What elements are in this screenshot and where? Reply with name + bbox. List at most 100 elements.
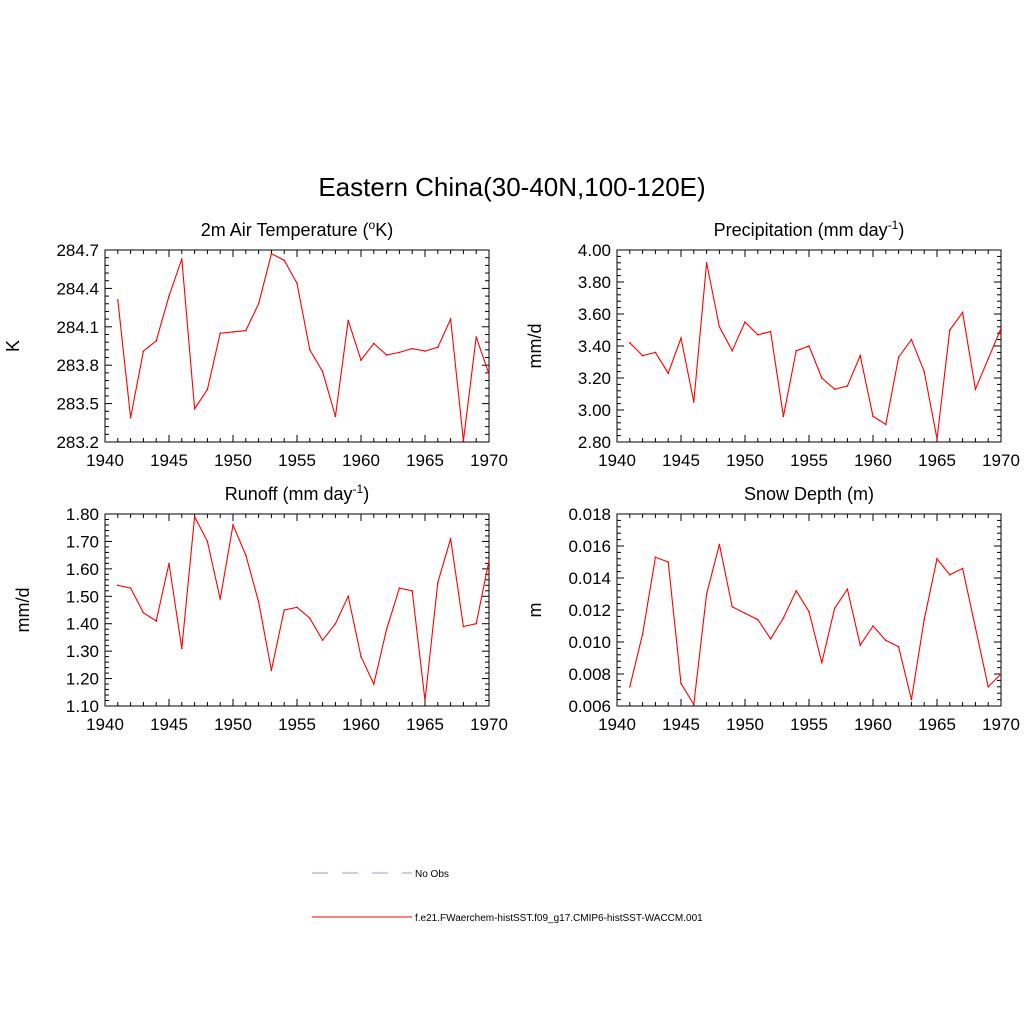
y-axis-title: mm/d (525, 324, 545, 369)
data-point (782, 415, 785, 418)
y-tick-label: 283.2 (56, 433, 99, 452)
y-tick-label: 4.00 (578, 241, 611, 260)
data-point (680, 337, 682, 339)
y-tick-label: 1.70 (66, 532, 99, 551)
data-point (629, 342, 631, 344)
x-tick-label: 1965 (918, 715, 956, 734)
panel-title-tail: ) (898, 220, 904, 240)
data-point (129, 587, 132, 589)
panel-title-main: 2m Air Temperature ( (201, 220, 369, 240)
y-axis-title: m (525, 603, 545, 618)
data-point (398, 351, 401, 354)
y-tick-label: 283.5 (56, 395, 99, 414)
data-point (629, 686, 631, 688)
x-tick-label: 1950 (726, 715, 764, 734)
panel-precipitation: 1940 1945 1950 1955 1960 1965 1970 2.80 3.00 3.20… (525, 218, 1020, 470)
x-tick-label: 1970 (982, 451, 1020, 470)
x-tick-label: 1950 (726, 451, 764, 470)
data-point (641, 633, 644, 635)
data-point (872, 625, 874, 627)
x-tick-label: 1970 (982, 715, 1020, 734)
data-point (193, 407, 196, 410)
data-point (411, 590, 414, 592)
data-point (885, 639, 887, 642)
panel-grid: 1940 1945 1950 1955 1960 1965 1970 283.2 283.5 28… (3, 218, 1020, 734)
panel-title: Snow Depth (m) (744, 484, 874, 504)
x-tick-label: 1955 (790, 715, 828, 734)
data-point (270, 253, 273, 255)
panel-title: Precipitation (mm day-1) (714, 218, 905, 240)
y-tick-label: 1.60 (66, 560, 99, 579)
data-point (398, 587, 401, 589)
data-point (257, 600, 260, 603)
data-point (641, 354, 644, 357)
data-point (757, 334, 759, 336)
y-tick-label: 3.40 (578, 337, 611, 356)
data-point (757, 618, 759, 621)
y-tick-label: 0.014 (568, 569, 611, 588)
x-tick-label: 1940 (598, 451, 636, 470)
data-point (705, 593, 708, 595)
data-point (142, 350, 145, 352)
data-point (373, 342, 375, 345)
y-tick-label: 0.006 (568, 697, 611, 716)
series-line-snow-depth (629, 544, 1002, 707)
data-point (1000, 673, 1002, 675)
data-point (974, 388, 977, 391)
data-point (744, 321, 746, 323)
data-point (667, 561, 669, 563)
panel-temperature: 1940 1945 1950 1955 1960 1965 1970 283.2 283.5 28… (3, 218, 508, 470)
data-point (155, 620, 157, 622)
series-line-temperature (117, 253, 490, 441)
y-tick-label: 3.60 (578, 305, 611, 324)
y-tick-label: 0.012 (568, 601, 611, 620)
data-point (488, 373, 490, 375)
x-tick-label: 1940 (598, 715, 636, 734)
data-point (833, 607, 836, 610)
data-point (667, 372, 669, 375)
data-point (347, 595, 350, 598)
x-tick-label: 1960 (854, 715, 892, 734)
data-point (360, 655, 362, 658)
data-point (385, 354, 388, 356)
y-tick-label: 1.10 (66, 697, 99, 716)
data-point (449, 318, 452, 320)
x-tick-label: 1970 (470, 451, 508, 470)
data-point (385, 628, 388, 630)
x-tick-label: 1960 (342, 451, 380, 470)
data-point (821, 662, 823, 664)
data-point (769, 638, 772, 640)
data-point (987, 358, 989, 360)
y-tick-label: 1.50 (66, 587, 99, 606)
data-point (795, 590, 797, 592)
data-point (219, 598, 221, 600)
x-tick-label: 1965 (406, 715, 444, 734)
y-tick-label: 283.8 (56, 356, 99, 375)
y-tick-label: 1.20 (66, 670, 99, 689)
data-point (859, 354, 861, 357)
data-point (718, 326, 721, 328)
data-point (142, 611, 145, 614)
data-point (437, 581, 439, 584)
data-point (296, 606, 298, 609)
panel-title-superscript: -1 (888, 218, 899, 232)
data-point (168, 295, 170, 297)
data-point (168, 562, 170, 565)
plot-frame (104, 513, 490, 707)
data-point (424, 699, 426, 702)
y-tick-label: 1.40 (66, 615, 99, 634)
panel-title-superscript: -1 (353, 482, 364, 496)
data-point (1000, 327, 1002, 330)
data-point (193, 515, 196, 518)
data-point (936, 438, 938, 440)
y-axis-title: mm/d (13, 588, 33, 633)
data-point (949, 574, 951, 576)
y-tick-label: 0.010 (568, 633, 611, 652)
data-point (334, 415, 337, 418)
x-tick-label: 1940 (86, 715, 124, 734)
x-tick-label: 1965 (918, 451, 956, 470)
data-point (283, 609, 286, 611)
data-point (731, 350, 733, 352)
data-point (181, 647, 183, 650)
data-point (910, 338, 913, 341)
